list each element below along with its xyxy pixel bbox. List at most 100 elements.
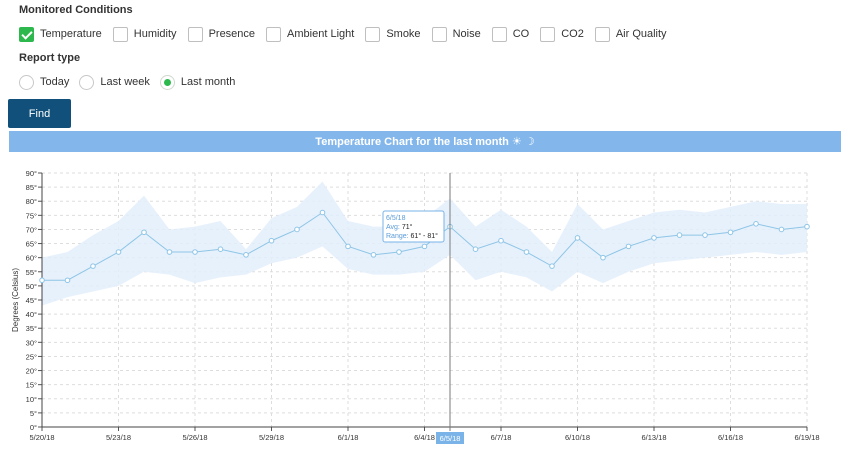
radio-label: Last week [100,76,150,88]
data-point[interactable] [141,229,147,236]
y-tick-label: 0° [30,423,37,432]
x-tick-label: 5/20/18 [29,433,54,442]
data-point[interactable] [600,254,606,261]
x-tick-label: 5/29/18 [259,433,284,442]
checkbox-checked-icon[interactable] [19,26,34,42]
y-tick-label: 15° [26,381,37,390]
checkbox-label: Noise [452,28,481,40]
data-point[interactable] [676,232,683,238]
data-point[interactable] [804,223,810,230]
y-tick-label: 60° [26,254,37,263]
radio-last-week[interactable]: Last week [79,74,150,90]
radio-label: Last month [180,76,236,88]
data-point[interactable] [396,249,402,255]
y-axis-label: Degrees (Celsius) [11,268,20,332]
tooltip-range: Range: 61° - 81° [386,232,438,240]
y-tick-label: 80° [26,197,37,206]
data-point[interactable] [64,277,71,284]
y-tick-label: 85° [26,183,37,192]
checkbox-air-quality[interactable]: Air Quality [594,26,667,42]
x-tick-label: 6/4/18 [414,433,435,442]
checkbox-empty-icon[interactable] [491,26,507,42]
checkbox-empty-icon[interactable] [365,26,381,42]
y-tick-label: 25° [26,352,37,361]
radio-selected-icon[interactable] [159,74,175,90]
chart-title: Temperature Chart for the last month ☀ ☽ [9,131,841,152]
x-tick-label: 6/10/18 [565,433,590,442]
x-tick-label: 6/13/18 [641,433,666,442]
y-tick-label: 75° [26,211,37,220]
data-point[interactable] [243,252,249,258]
checkbox-label: Temperature [40,28,102,40]
x-tick-label: 6/16/18 [718,433,743,442]
checkbox-empty-icon[interactable] [431,26,447,42]
data-point[interactable] [523,249,530,255]
crosshair-label-box [436,432,464,444]
data-point[interactable] [778,226,785,233]
y-tick-label: 65° [26,240,37,249]
data-point[interactable] [115,249,122,255]
checkbox-label: Humidity [133,28,177,40]
data-point[interactable] [472,246,479,252]
tooltip-date: 6/5/18 [386,215,406,222]
x-tick-label: 6/1/18 [338,433,359,442]
data-point[interactable] [574,235,581,241]
data-point[interactable] [294,226,300,233]
checkbox-empty-icon[interactable] [266,26,282,42]
checkbox-label: Presence [208,28,256,40]
x-tick-label: 5/23/18 [106,433,131,442]
data-point[interactable] [192,249,198,255]
monitored-conditions-title: Monitored Conditions [19,4,133,16]
y-tick-label: 45° [26,296,37,305]
data-point[interactable] [90,263,96,269]
checkbox-label: CO [512,28,530,40]
checkbox-label: Ambient Light [287,28,355,40]
data-point[interactable] [421,243,428,250]
x-tick-label: 6/7/18 [491,433,512,442]
data-point[interactable] [753,221,759,227]
checkbox-presence[interactable]: Presence [187,26,256,42]
data-point[interactable] [217,246,224,252]
y-tick-label: 20° [26,367,37,376]
checkbox-co[interactable]: CO [491,26,530,42]
data-point[interactable] [702,232,708,238]
checkbox-ambient-light[interactable]: Ambient Light [266,26,355,42]
radio-today[interactable]: Today [19,74,70,90]
y-tick-label: 70° [26,225,37,234]
data-point[interactable] [268,237,275,244]
data-point[interactable] [370,252,377,258]
checkbox-co2[interactable]: CO2 [540,26,584,42]
find-button[interactable]: Find [8,99,71,128]
checkbox-empty-icon[interactable] [187,26,203,42]
data-point[interactable] [727,229,734,236]
radio-last-month[interactable]: Last month [159,74,236,90]
range-band [42,181,807,306]
radio-empty-icon[interactable] [19,74,34,90]
data-point[interactable] [39,277,45,284]
checkbox-noise[interactable]: Noise [431,26,481,42]
checkbox-label: Air Quality [615,28,667,40]
data-point[interactable] [319,209,326,216]
data-point[interactable] [651,235,657,241]
data-point[interactable] [549,263,555,269]
checkbox-smoke[interactable]: Smoke [365,26,421,42]
checkbox-humidity[interactable]: Humidity [112,26,177,42]
data-point[interactable] [498,237,504,244]
data-point[interactable] [166,249,173,255]
radio-label: Today [40,76,70,88]
y-tick-label: 35° [26,324,37,333]
report-type-radio-group: Today Last week Last month [19,73,245,91]
checkbox-temperature[interactable]: Temperature [19,26,102,42]
radio-empty-icon[interactable] [79,74,95,90]
report-type-title: Report type [19,52,81,64]
checkbox-empty-icon[interactable] [594,26,610,42]
temperature-chart[interactable]: 0° 5° 10° 15° 20° 25° 30° 35° 40° 45° 50° 55° 60° 65°… [0,155,850,449]
data-point[interactable] [345,243,351,250]
crosshair-label: 6/5/18 [440,434,461,443]
checkbox-label: CO2 [561,28,584,40]
data-point[interactable] [625,243,632,250]
checkbox-empty-icon[interactable] [540,26,556,42]
y-tick-label: 5° [30,409,37,418]
checkbox-empty-icon[interactable] [112,26,128,42]
y-tick-label: 30° [26,338,37,347]
